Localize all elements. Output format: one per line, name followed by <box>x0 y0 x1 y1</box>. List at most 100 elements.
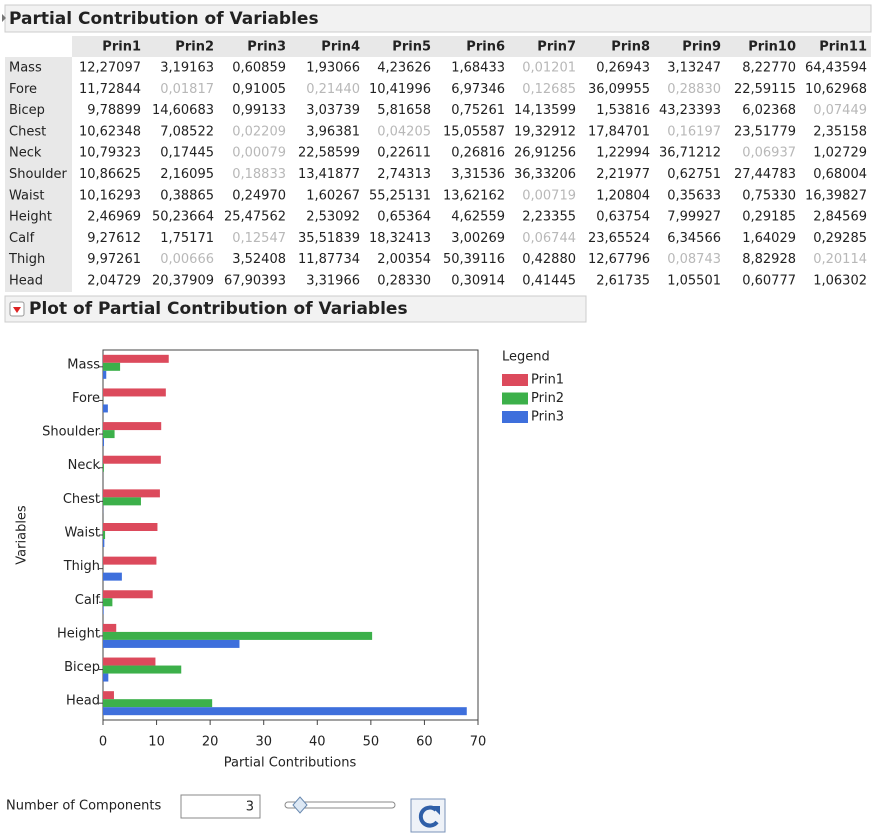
y-tick-label: Head <box>66 694 100 709</box>
table-cell: 2,04729 <box>87 274 141 289</box>
table-cell: 0,68004 <box>813 167 867 182</box>
table-cell: 0,01817 <box>160 82 214 97</box>
column-header: Prin7 <box>537 40 576 55</box>
table-cell: 9,27612 <box>87 231 141 246</box>
table-cell: 0,38865 <box>160 188 214 203</box>
bar <box>103 606 104 615</box>
table-cell: 2,23355 <box>522 210 576 225</box>
bar <box>103 497 141 506</box>
column-header: Prin10 <box>748 40 796 55</box>
column-header: Prin9 <box>682 40 721 55</box>
bar <box>103 463 104 472</box>
table-cell: 1,02729 <box>813 146 867 161</box>
legend-title: Legend <box>502 350 550 365</box>
bar <box>103 430 115 439</box>
table-cell: 8,22770 <box>742 61 796 76</box>
row-label: Head <box>9 274 43 289</box>
table-cell: 19,32912 <box>514 124 576 139</box>
table-cell: 25,47562 <box>224 210 286 225</box>
table-cell: 0,60859 <box>232 61 286 76</box>
table-cell: 36,09955 <box>588 82 650 97</box>
bar <box>103 370 107 379</box>
table-cell: 3,31536 <box>451 167 505 182</box>
column-header: Prin5 <box>392 40 431 55</box>
table-cell: 1,22994 <box>596 146 650 161</box>
components-value[interactable]: 3 <box>246 800 254 815</box>
legend-swatch <box>502 411 528 423</box>
control-label: Number of Components <box>6 799 161 814</box>
table-cell: 0,35633 <box>667 188 721 203</box>
table-cell: 10,16293 <box>79 188 141 203</box>
table-cell: 0,62751 <box>667 167 721 182</box>
table-cell: 0,21440 <box>306 82 360 97</box>
bar <box>103 598 113 607</box>
table-cell: 1,64029 <box>742 231 796 246</box>
row-label: Waist <box>9 188 44 203</box>
table-cell: 10,41996 <box>369 82 431 97</box>
bar <box>103 707 467 716</box>
table-cell: 0,63754 <box>596 210 650 225</box>
table-cell: 64,43594 <box>805 61 867 76</box>
refresh-arrow <box>431 806 440 815</box>
bar <box>103 673 109 682</box>
table-cell: 1,05501 <box>667 274 721 289</box>
table-cell: 67,90393 <box>224 274 286 289</box>
table-cell: 4,23626 <box>377 61 431 76</box>
table-cell: 2,84569 <box>813 210 867 225</box>
y-tick-label: Calf <box>75 593 101 608</box>
table-cell: 0,41445 <box>522 274 576 289</box>
bar <box>103 438 105 447</box>
table-cell: 55,25131 <box>369 188 431 203</box>
components-input[interactable] <box>180 794 261 819</box>
table-cell: 9,78899 <box>87 103 141 118</box>
row-label: Neck <box>9 146 42 161</box>
bar <box>103 354 169 363</box>
table-cell: 0,06937 <box>742 146 796 161</box>
table-cell: 5,81658 <box>377 103 431 118</box>
y-tick-label: Bicep <box>64 660 100 675</box>
table-cell: 0,00666 <box>160 252 214 267</box>
table-cell: 4,62559 <box>451 210 505 225</box>
table-cell: 6,02368 <box>742 103 796 118</box>
table-cell: 12,67796 <box>588 252 650 267</box>
x-tick-label: 50 <box>363 735 380 750</box>
table-cell: 10,79323 <box>79 146 141 161</box>
table-cell: 1,20804 <box>596 188 650 203</box>
table-cell: 0,08743 <box>667 252 721 267</box>
bar <box>103 556 157 565</box>
slider-track[interactable] <box>284 801 396 809</box>
table-cell: 0,75261 <box>451 103 505 118</box>
bar <box>103 590 153 599</box>
table-cell: 0,06744 <box>522 231 576 246</box>
outline-toggle[interactable] <box>2 14 6 22</box>
bar <box>103 531 106 539</box>
table-cell: 3,96381 <box>306 124 360 139</box>
table-cell: 0,75330 <box>742 188 796 203</box>
column-header: Prin1 <box>102 40 141 55</box>
slider-thumb[interactable] <box>292 796 308 814</box>
table-cell: 16,39827 <box>805 188 867 203</box>
y-tick-label: Shoulder <box>42 425 101 440</box>
column-header: Prin11 <box>819 40 867 55</box>
table-cell: 1,68433 <box>451 61 505 76</box>
table-cell: 23,65524 <box>588 231 650 246</box>
table-cell: 2,35158 <box>813 124 867 139</box>
x-tick-label: 70 <box>470 735 487 750</box>
table-cell: 0,17445 <box>160 146 214 161</box>
y-tick-label: Mass <box>67 357 100 372</box>
y-tick-label: Neck <box>68 458 101 473</box>
table-cell: 0,30914 <box>451 274 505 289</box>
column-header: Prin2 <box>175 40 214 55</box>
row-label: Calf <box>9 231 35 246</box>
plot-frame <box>102 349 479 721</box>
bar <box>103 422 162 431</box>
bar <box>103 665 182 674</box>
x-tick-label: 0 <box>99 735 107 750</box>
table-cell: 12,27097 <box>79 61 141 76</box>
table-cell: 26,91256 <box>514 146 576 161</box>
table-cell: 22,58599 <box>298 146 360 161</box>
table-cell: 2,21977 <box>596 167 650 182</box>
table-cell: 50,23664 <box>152 210 214 225</box>
table-cell: 27,44783 <box>734 167 796 182</box>
